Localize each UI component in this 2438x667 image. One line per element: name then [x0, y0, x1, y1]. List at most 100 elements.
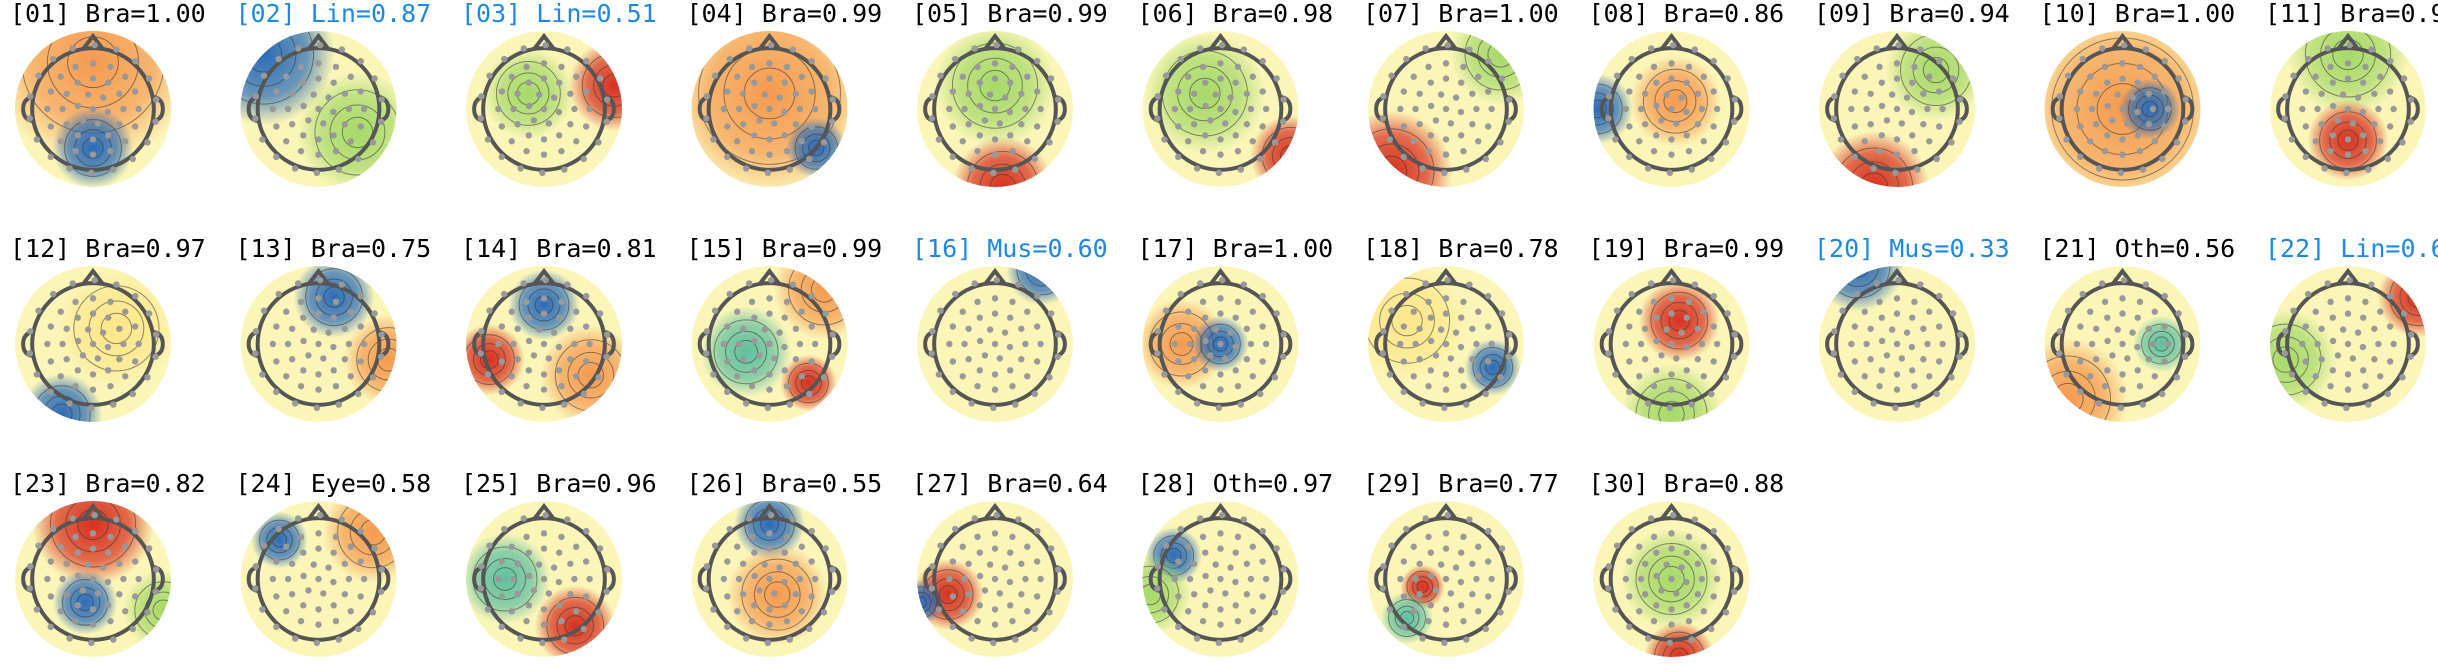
electrode [556, 132, 563, 139]
electrode [1893, 105, 1901, 113]
electrode [330, 79, 337, 86]
electrode [478, 93, 485, 100]
electrode [545, 590, 553, 597]
electrode [540, 545, 548, 552]
electrode [341, 90, 349, 97]
electrode [2344, 60, 2352, 67]
head [706, 281, 833, 407]
electrode [783, 147, 791, 155]
electrode [583, 57, 590, 65]
electrode [2182, 96, 2189, 103]
electrode [47, 623, 54, 631]
electrode [2302, 123, 2310, 130]
electrode [1641, 121, 1649, 128]
electrode [288, 121, 296, 128]
electrode [116, 90, 123, 97]
electrode [2318, 356, 2325, 363]
electrode [981, 117, 989, 124]
nose [1434, 267, 1458, 286]
scalp-map [691, 31, 848, 187]
electrode [929, 563, 936, 570]
electrode [751, 549, 758, 556]
electrode [556, 314, 563, 321]
electrode [1708, 390, 1715, 398]
electrode [2145, 325, 2153, 332]
electrode [341, 356, 349, 363]
electrode [2104, 79, 2111, 86]
component-label: [26] Bra=0.55 [687, 469, 883, 498]
topomap: [10] Bra=1.00 [2040, 0, 2235, 187]
electrode [1876, 298, 1883, 306]
electrode [1683, 314, 1690, 321]
electrode [724, 558, 731, 565]
electrode [260, 307, 268, 314]
electrode [946, 575, 953, 583]
electrode [1416, 90, 1423, 97]
electrode [2145, 121, 2153, 128]
electrode [1484, 88, 1492, 95]
component-label: [15] Bra=0.99 [687, 234, 883, 263]
electrode [2349, 120, 2357, 127]
electrode [1185, 373, 1192, 380]
electrode [145, 310, 153, 317]
electrode [1259, 123, 1266, 130]
electrode [991, 105, 999, 113]
electrode [47, 388, 54, 396]
electrode [808, 358, 815, 365]
electrode [1663, 561, 1670, 568]
electrode [756, 117, 763, 124]
electrode [500, 525, 508, 533]
electrode [260, 72, 268, 79]
electrode [1935, 358, 1943, 365]
electrode [1637, 340, 1645, 348]
head [1834, 281, 1960, 407]
scalp-map [240, 501, 397, 657]
electrode [1007, 549, 1014, 556]
electrode [2321, 165, 2328, 172]
electrode [2161, 57, 2168, 65]
electrode [1012, 636, 1019, 643]
electrode [1685, 63, 1693, 71]
electrode [332, 298, 340, 306]
electrode [2175, 75, 2182, 82]
electrode [1485, 292, 1492, 300]
electrode [1427, 79, 1434, 86]
electrode [1280, 331, 1287, 338]
electrode [583, 527, 590, 535]
electrode [596, 545, 604, 552]
electrode [2362, 63, 2369, 71]
electrode [1724, 545, 1731, 552]
electrode [959, 308, 966, 315]
electrode [294, 45, 302, 52]
electrode [122, 308, 129, 315]
electrode [1232, 602, 1239, 609]
electrode [2288, 371, 2296, 378]
electrode [1622, 340, 1630, 348]
electrode [129, 625, 137, 633]
electrode [1012, 166, 1019, 173]
electrode [105, 602, 112, 609]
electrode [1442, 386, 1450, 393]
electrode [1031, 390, 1039, 398]
contour [1650, 291, 1709, 350]
electrode [1683, 367, 1690, 374]
nose [306, 267, 331, 286]
electrode [991, 575, 999, 583]
electrode [1911, 147, 1918, 155]
electrode [1427, 572, 1435, 580]
electrode [2339, 91, 2347, 98]
electrode [595, 374, 602, 381]
electrode [2407, 331, 2415, 338]
electrode [283, 138, 290, 145]
electrode [1400, 323, 1408, 330]
electrode [91, 41, 98, 49]
electrode [1437, 326, 1445, 333]
electrode [27, 93, 34, 100]
electrode [1911, 298, 1918, 306]
electrode [1193, 165, 1201, 172]
nose [1434, 32, 1458, 51]
electrode [959, 373, 966, 380]
electrode [47, 593, 55, 600]
electrode [1469, 121, 1476, 128]
electrode [300, 314, 307, 321]
